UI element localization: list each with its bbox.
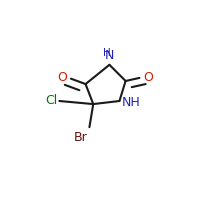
Text: NH: NH — [122, 96, 140, 109]
Text: Cl: Cl — [46, 94, 58, 107]
Text: O: O — [57, 71, 67, 84]
Text: Br: Br — [74, 131, 87, 144]
Text: O: O — [143, 71, 153, 84]
Text: H: H — [103, 48, 111, 58]
Text: N: N — [105, 49, 114, 62]
